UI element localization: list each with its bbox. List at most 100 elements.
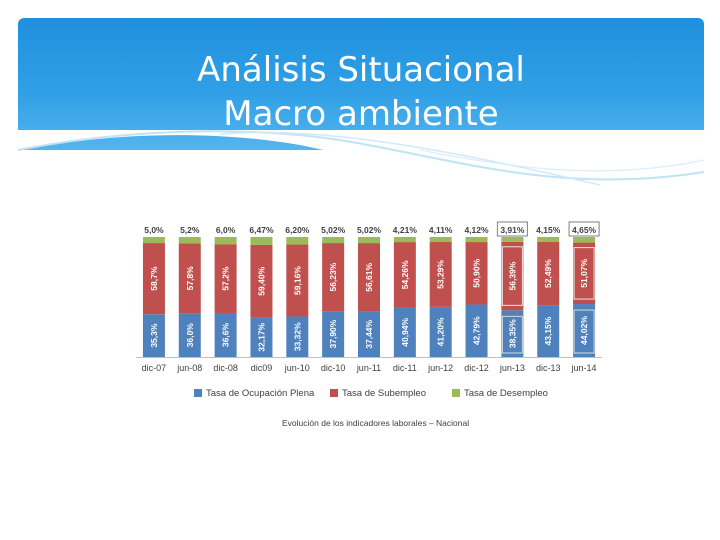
x-tick-label: jun-12 — [427, 363, 453, 373]
highlight-box-desempleo — [496, 221, 528, 237]
bar-segment-ocupacion — [537, 305, 560, 357]
data-label-desempleo: 4,12% — [464, 225, 489, 235]
data-label-desempleo: 3,91% — [500, 225, 525, 235]
bar-segment-ocupacion — [286, 316, 309, 357]
bar-segment-subempleo — [178, 243, 201, 314]
highlight-box-ocupacion — [501, 315, 523, 354]
highlight-box-subempleo — [501, 246, 523, 306]
data-label-subempleo: 52,49% — [543, 259, 553, 288]
legend-label: Tasa de Ocupación Plena — [206, 388, 315, 399]
x-tick-label: dic-07 — [142, 363, 167, 373]
data-label-ocupacion: 43,15% — [543, 316, 553, 345]
bar-segment-subempleo — [537, 241, 560, 306]
bar-segment-subempleo — [465, 242, 488, 305]
data-label-subempleo: 57,8% — [185, 266, 195, 291]
legend-swatch — [194, 389, 202, 397]
data-label-subempleo: 56,23% — [328, 262, 338, 291]
bar-segment-ocupacion — [214, 312, 237, 357]
data-label-ocupacion: 40,94% — [400, 317, 410, 346]
legend-swatch — [330, 389, 338, 397]
data-label-desempleo: 4,11% — [429, 225, 453, 235]
data-label-ocupacion: 44,02% — [579, 316, 589, 345]
data-label-ocupacion: 36,6% — [221, 323, 231, 348]
data-label-desempleo: 5,02% — [357, 225, 382, 235]
bar-segment-desempleo — [429, 237, 452, 243]
data-label-ocupacion: 38,35% — [507, 319, 517, 348]
data-label-ocupacion: 37,44% — [364, 319, 374, 348]
bar-segment-ocupacion — [358, 311, 380, 357]
data-label-ocupacion: 33,32% — [292, 322, 302, 351]
bar-segment-desempleo — [214, 237, 237, 245]
data-label-subempleo: 58,7% — [149, 266, 159, 291]
data-label-ocupacion: 37,90% — [328, 319, 338, 348]
data-label-subempleo: 59,40% — [256, 266, 266, 295]
header-banner: Análisis Situacional Macro ambiente — [18, 18, 704, 150]
legend-swatch — [452, 389, 460, 397]
data-label-desempleo: 4,65% — [572, 225, 597, 235]
data-label-desempleo: 6,47% — [249, 225, 274, 235]
x-tick-label: dic-11 — [393, 363, 417, 373]
data-label-desempleo: 6,20% — [285, 225, 310, 235]
bar-segment-ocupacion — [142, 314, 165, 357]
data-label-subempleo: 54,26% — [400, 260, 410, 289]
bar-segment-desempleo — [250, 237, 273, 245]
bar-segment-desempleo — [537, 237, 560, 242]
data-label-desempleo: 4,21% — [393, 225, 418, 235]
data-label-desempleo: 5,02% — [321, 225, 346, 235]
bar-segment-subempleo — [393, 242, 416, 308]
data-label-subempleo: 51,07% — [579, 258, 589, 287]
bar-segment-subempleo — [573, 242, 596, 305]
bar-segment-ocupacion — [178, 313, 201, 357]
x-tick-label: dic09 — [251, 363, 273, 373]
data-label-subempleo: 56,61% — [364, 263, 374, 292]
legend-label: Tasa de Subempleo — [342, 388, 426, 399]
bar-segment-desempleo — [322, 237, 345, 244]
highlight-box-subempleo — [573, 247, 595, 300]
highlight-box-desempleo — [568, 221, 600, 237]
bar-segment-desempleo — [178, 237, 201, 244]
x-tick-label: jun-13 — [499, 363, 525, 373]
bar-segment-desempleo — [501, 237, 524, 242]
data-label-desempleo: 5,0% — [144, 225, 164, 235]
x-tick-label: jun-10 — [284, 363, 310, 373]
x-tick-label: dic-10 — [321, 363, 346, 373]
legend-label: Tasa de Desempleo — [464, 388, 548, 399]
x-tick-label: dic-12 — [464, 363, 489, 373]
bar-segment-desempleo — [358, 237, 380, 244]
bar-segment-desempleo — [286, 237, 309, 245]
x-tick-label: jun-08 — [176, 363, 202, 373]
highlight-box-ocupacion — [573, 309, 595, 354]
data-label-ocupacion: 41,20% — [436, 317, 446, 346]
bar-segment-ocupacion — [250, 317, 273, 357]
x-tick-label: jun-11 — [356, 363, 381, 373]
bar-segment-ocupacion — [465, 304, 488, 357]
title-line-2: Macro ambiente — [223, 94, 499, 134]
data-label-subempleo: 53,29% — [436, 260, 446, 289]
bar-segment-desempleo — [393, 237, 416, 243]
bar-segment-subempleo — [429, 242, 452, 307]
data-label-ocupacion: 42,79% — [472, 316, 482, 345]
title-line-1: Análisis Situacional — [197, 50, 525, 90]
data-label-desempleo: 6,0% — [216, 225, 236, 235]
slide-title: Análisis Situacional Macro ambiente — [18, 48, 704, 136]
x-tick-label: dic-08 — [213, 363, 238, 373]
bar-segment-ocupacion — [573, 304, 596, 357]
data-label-desempleo: 5,2% — [180, 225, 200, 235]
bar-segment-subempleo — [286, 244, 309, 317]
bar-segment-subempleo — [214, 244, 237, 313]
chart-container: 35,3% 58,7% 5,0% dic-07 36,0% 57,8% 5,2% jun-08… — [132, 212, 612, 442]
bar-segment-desempleo — [465, 237, 488, 243]
x-tick-label: jun-14 — [571, 363, 597, 373]
decorative-swoosh — [17, 130, 705, 189]
data-label-ocupacion: 35,3% — [149, 323, 159, 348]
chart-caption: Evolución de los indicadores laborales –… — [282, 418, 469, 428]
x-tick-label: dic-13 — [536, 363, 561, 373]
data-label-subempleo: 56,39% — [507, 261, 517, 290]
bar-segment-subempleo — [358, 243, 380, 312]
stacked-bar-chart: 35,3% 58,7% 5,0% dic-07 36,0% 57,8% 5,2% jun-08… — [136, 221, 602, 428]
bar-segment-subempleo — [142, 243, 165, 315]
data-label-subempleo: 50,90% — [472, 258, 482, 287]
bar-segment-desempleo — [142, 237, 165, 244]
data-label-desempleo: 4,15% — [536, 225, 561, 235]
